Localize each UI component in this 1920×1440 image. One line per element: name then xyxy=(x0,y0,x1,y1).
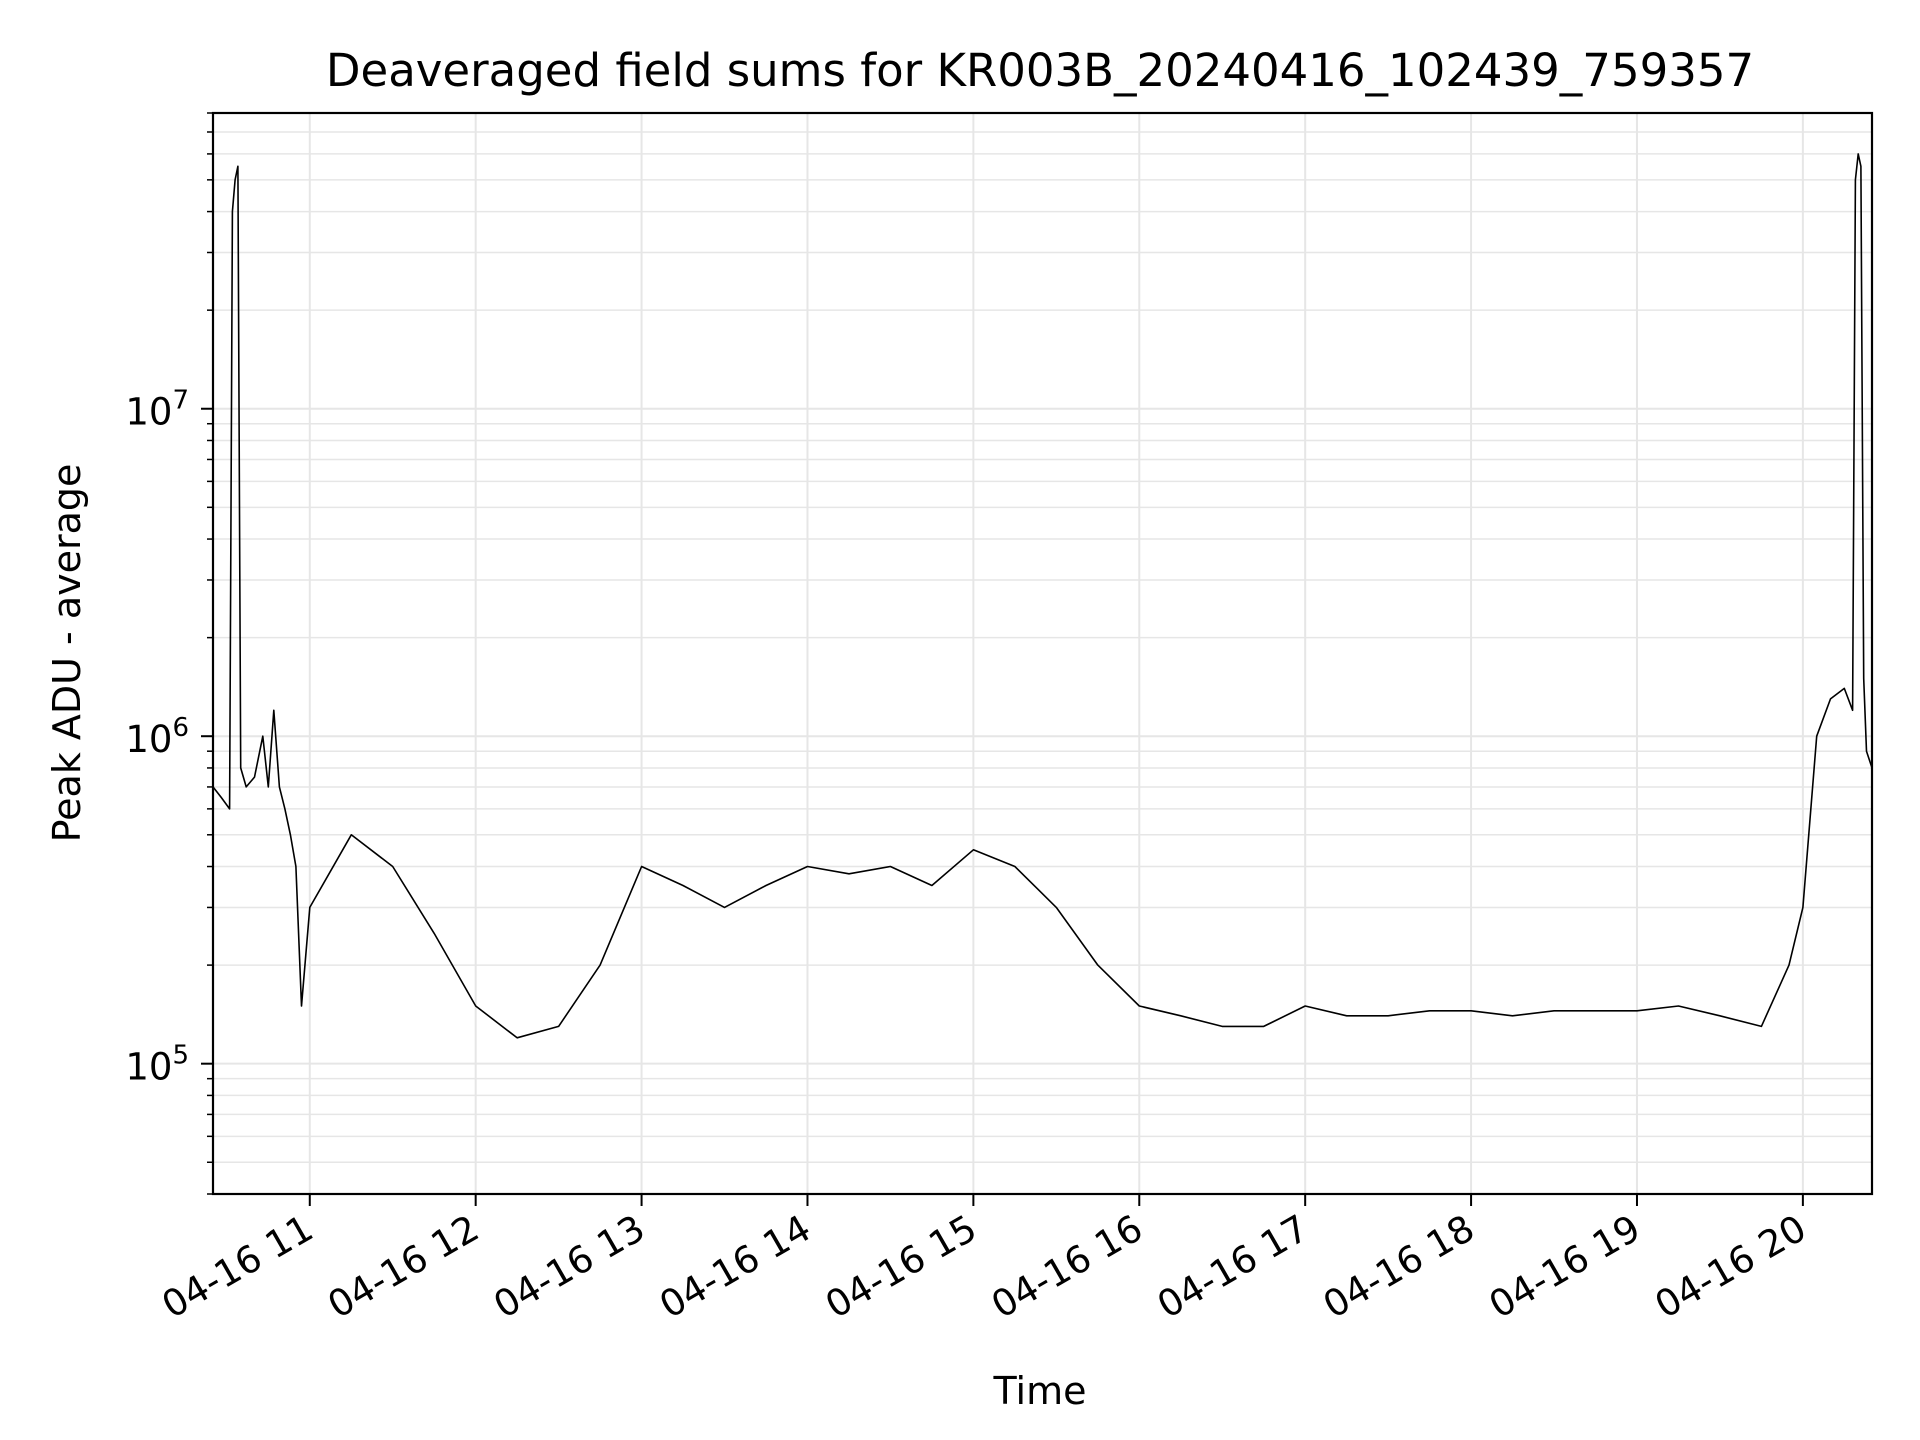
data-layer xyxy=(212,153,1873,1039)
x-axis-label: Time xyxy=(993,1369,1087,1413)
plot-frame xyxy=(211,111,1874,1196)
series-line-0 xyxy=(212,153,1873,1039)
y-tick-label-1: 106 xyxy=(125,713,189,761)
chart-title: Deaveraged field sums for KR003B_2024041… xyxy=(326,44,1754,97)
y-tick-label-0: 105 xyxy=(125,1041,189,1089)
y-axis-label: Peak ADU - average xyxy=(45,464,89,843)
grid xyxy=(213,112,1872,1195)
y-tick-label-2: 107 xyxy=(125,386,189,434)
